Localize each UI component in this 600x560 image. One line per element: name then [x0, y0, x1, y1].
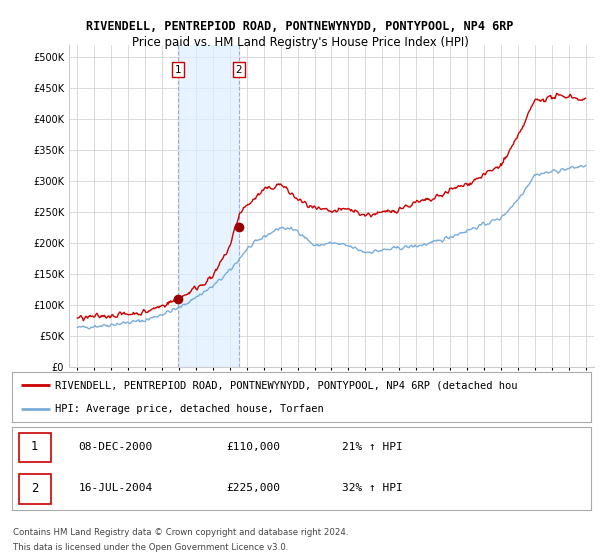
Text: 21% ↑ HPI: 21% ↑ HPI	[342, 442, 403, 451]
Bar	[178, 45, 239, 367]
Text: 1: 1	[175, 64, 181, 74]
Text: 16-JUL-2004: 16-JUL-2004	[79, 483, 153, 493]
Text: Contains HM Land Registry data © Crown copyright and database right 2024.: Contains HM Land Registry data © Crown c…	[13, 528, 349, 537]
Text: Price paid vs. HM Land Registry's House Price Index (HPI): Price paid vs. HM Land Registry's House …	[131, 36, 469, 49]
FancyBboxPatch shape	[19, 474, 51, 504]
Text: HPI: Average price, detached house, Torfaen: HPI: Average price, detached house, Torf…	[55, 404, 324, 414]
Text: £110,000: £110,000	[226, 442, 280, 451]
Text: 1: 1	[31, 440, 38, 453]
Text: 32% ↑ HPI: 32% ↑ HPI	[342, 483, 403, 493]
Text: 2: 2	[236, 64, 242, 74]
FancyBboxPatch shape	[19, 432, 51, 463]
Text: RIVENDELL, PENTREPIOD ROAD, PONTNEWYNYDD, PONTYPOOL, NP4 6RP: RIVENDELL, PENTREPIOD ROAD, PONTNEWYNYDD…	[86, 20, 514, 32]
Text: This data is licensed under the Open Government Licence v3.0.: This data is licensed under the Open Gov…	[13, 543, 289, 552]
Text: 2: 2	[31, 482, 38, 494]
Text: £225,000: £225,000	[226, 483, 280, 493]
Text: 08-DEC-2000: 08-DEC-2000	[79, 442, 153, 451]
Text: RIVENDELL, PENTREPIOD ROAD, PONTNEWYNYDD, PONTYPOOL, NP4 6RP (detached hou: RIVENDELL, PENTREPIOD ROAD, PONTNEWYNYDD…	[55, 380, 518, 390]
